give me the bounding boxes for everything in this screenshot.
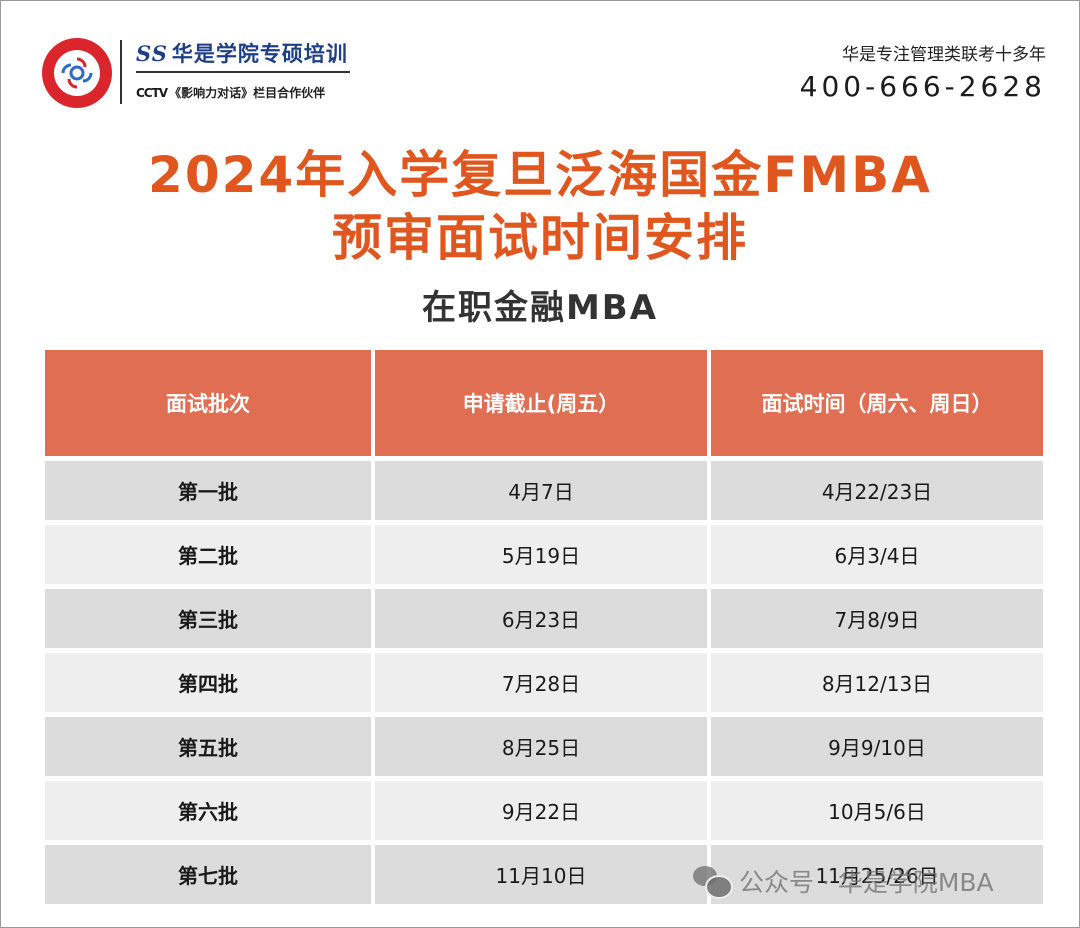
interview-cell: 6月3/4日 (711, 525, 1043, 584)
batch-cell: 第四批 (45, 653, 371, 712)
batch-cell: 第二批 (45, 525, 371, 584)
batch-cell: 第七批 (45, 845, 371, 904)
brand-name: SS 华是学院专硕培训 (136, 38, 348, 68)
deadline-cell: 7月28日 (375, 653, 707, 712)
page-title-line1: 2024年入学复旦泛海国金FMBA (148, 146, 932, 204)
partner-text: 《影响力对话》栏目合作伙伴 (169, 86, 326, 100)
interview-cell: 7月8/9日 (711, 589, 1043, 648)
table-row: 第三批 6月23日 7月8/9日 (45, 589, 1043, 648)
column-header-deadline: 申请截止(周五） (375, 350, 707, 456)
interview-cell: 8月12/13日 (711, 653, 1043, 712)
batch-cell: 第五批 (45, 717, 371, 776)
partner-line: CCTV 《影响力对话》栏目合作伙伴 (136, 84, 325, 101)
slogan: 华是专注管理类联考十多年 (842, 45, 1046, 65)
watermark-text: 公众号 · 华是学院MBA (739, 868, 994, 897)
deadline-cell: 9月22日 (375, 781, 707, 840)
batch-cell: 第一批 (45, 461, 371, 520)
deadline-cell: 6月23日 (375, 589, 707, 648)
schedule-table: 面试批次 申请截止(周五） 面试时间（周六、周日） 第一批 4月7日 4月22/… (45, 350, 1043, 909)
column-header-batch: 面试批次 (45, 350, 371, 456)
page-title-line2: 预审面试时间安排 (332, 209, 748, 267)
table-row: 第四批 7月28日 8月12/13日 (45, 653, 1043, 712)
table-row: 第一批 4月7日 4月22/23日 (45, 461, 1043, 520)
table-row: 第二批 5月19日 6月3/4日 (45, 525, 1043, 584)
interview-cell: 4月22/23日 (711, 461, 1043, 520)
table-row: 第五批 8月25日 9月9/10日 (45, 717, 1043, 776)
cctv-logo: CCTV (136, 86, 168, 100)
deadline-cell: 5月19日 (375, 525, 707, 584)
deadline-cell: 11月10日 (375, 845, 707, 904)
interview-cell: 10月5/6日 (711, 781, 1043, 840)
interview-cell: 11月25/26日 (711, 845, 1043, 904)
page-subtitle: 在职金融MBA (421, 288, 659, 328)
deadline-cell: 4月7日 (375, 461, 707, 520)
table-row: 第六批 9月22日 10月5/6日 (45, 781, 1043, 840)
table-header-row: 面试批次 申请截止(周五） 面试时间（周六、周日） (45, 350, 1043, 456)
brand-name-text: 华是学院专硕培训 (171, 41, 348, 66)
logo-divider (120, 40, 122, 104)
brand-mark: SS (136, 41, 168, 66)
influence-brand-logo-icon (42, 38, 112, 108)
batch-cell: 第三批 (45, 589, 371, 648)
phone-number: 400-666-2628 (799, 70, 1046, 103)
watermark: 公众号 · 华是学院MBA (693, 863, 994, 899)
brand-rule (136, 71, 350, 73)
wechat-icon (693, 866, 733, 899)
column-header-interview: 面试时间（周六、周日） (711, 350, 1043, 456)
table-row: 第七批 11月10日 11月25/26日 (45, 845, 1043, 904)
interview-cell: 9月9/10日 (711, 717, 1043, 776)
batch-cell: 第六批 (45, 781, 371, 840)
deadline-cell: 8月25日 (375, 717, 707, 776)
